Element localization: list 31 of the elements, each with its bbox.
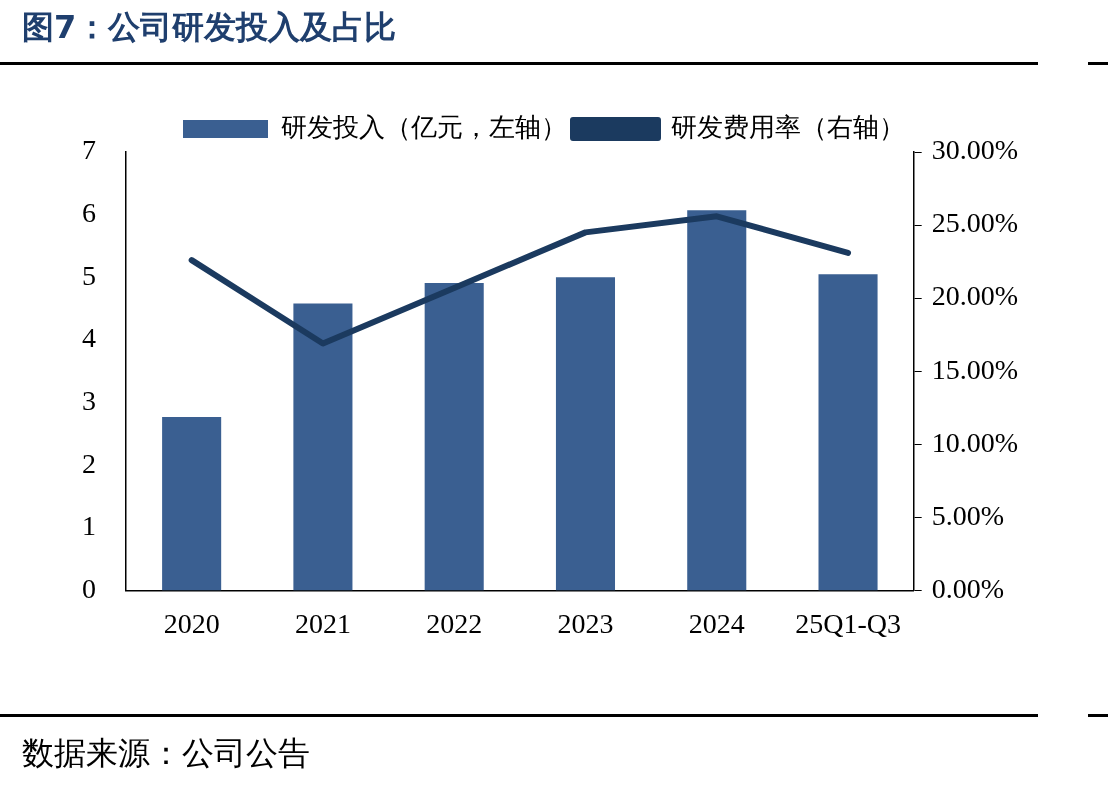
bar bbox=[424, 282, 484, 591]
y2-tick-label: 15.00% bbox=[931, 353, 1018, 385]
x-tick-label: 2021 bbox=[294, 607, 351, 639]
y-tick-label: 0 bbox=[82, 572, 96, 604]
y-tick-label: 7 bbox=[82, 134, 96, 166]
y-tick-label: 3 bbox=[82, 384, 96, 416]
y-tick-label: 5 bbox=[82, 259, 96, 291]
y2-tick-label: 5.00% bbox=[931, 499, 1004, 531]
bar bbox=[555, 277, 616, 591]
y2-tick-label: 10.00% bbox=[931, 426, 1018, 458]
y2-tick-label: 30.00% bbox=[931, 134, 1018, 166]
y-tick-label: 1 bbox=[82, 510, 96, 542]
source-note: 数据来源：公司公告 bbox=[22, 733, 310, 774]
x-tick-label: 2022 bbox=[426, 607, 483, 639]
y2-tick-label: 25.00% bbox=[931, 207, 1018, 239]
x-tick-label: 2020 bbox=[163, 607, 220, 639]
y-tick-label: 4 bbox=[82, 322, 96, 354]
bar bbox=[162, 416, 222, 591]
x-tick-label: 2024 bbox=[688, 607, 745, 639]
bar bbox=[818, 274, 878, 591]
chart-title: 图7：公司研发投入及占比 bbox=[22, 7, 397, 48]
legend-label: 研发投入（亿元，左轴） bbox=[281, 111, 567, 142]
y-tick-label: 6 bbox=[82, 196, 96, 228]
legend-label: 研发费用率（右轴） bbox=[671, 111, 905, 142]
x-tick-label: 2023 bbox=[557, 607, 614, 639]
bar bbox=[293, 303, 353, 591]
x-tick-label: 25Q1-Q3 bbox=[795, 607, 901, 639]
y2-tick-label: 20.00% bbox=[931, 280, 1018, 312]
y2-tick-label: 0.00% bbox=[931, 572, 1004, 604]
bar bbox=[687, 210, 747, 591]
y-tick-label: 2 bbox=[82, 447, 96, 479]
